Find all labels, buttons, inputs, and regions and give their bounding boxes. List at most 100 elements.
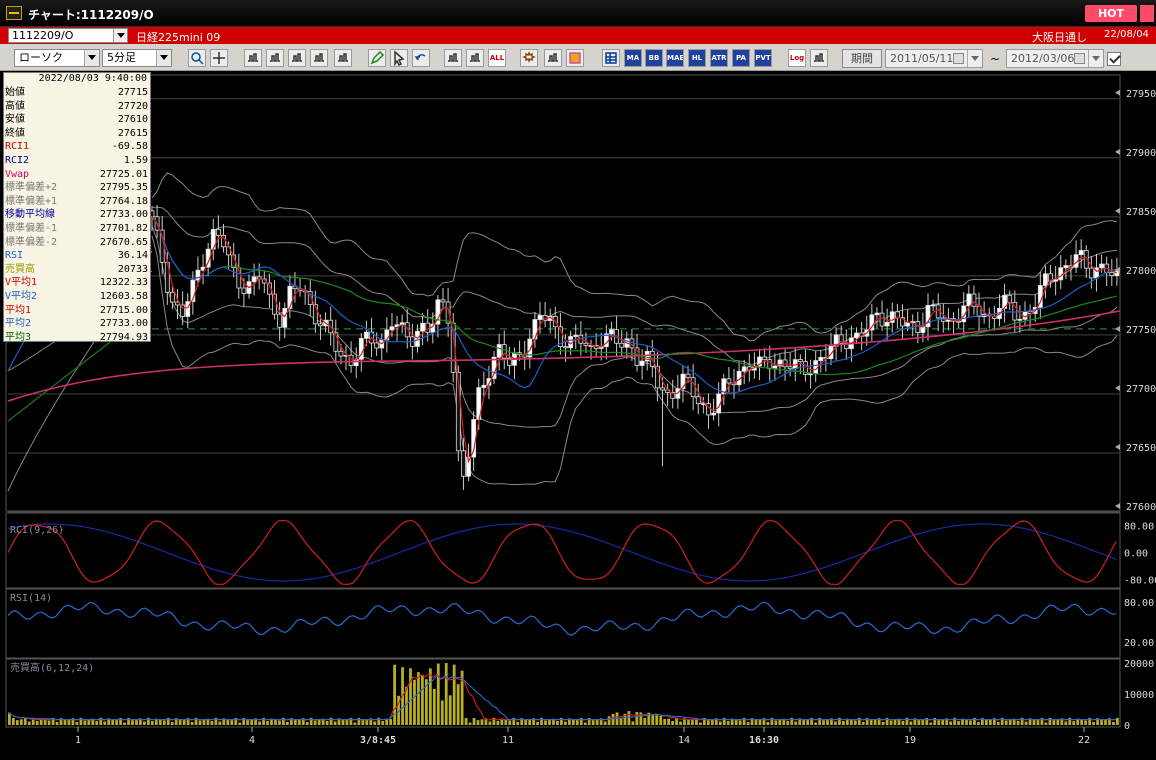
volume-bar: [508, 720, 512, 725]
table-button[interactable]: [602, 49, 620, 67]
hot-button[interactable]: HOT: [1085, 5, 1137, 22]
cursor-button[interactable]: [390, 49, 408, 67]
chevron-down-icon[interactable]: [156, 50, 171, 66]
volume-bar: [246, 720, 250, 725]
volume-bar: [881, 721, 885, 725]
volume-bar: [405, 686, 408, 725]
range-separator: ~: [990, 52, 1001, 66]
volume-bar: [23, 718, 27, 725]
volume-bar: [718, 721, 722, 725]
draw-trend-button[interactable]: [244, 49, 262, 67]
hl-button[interactable]: HL: [688, 49, 706, 67]
volume-bar: [679, 721, 682, 725]
volume-bar: [282, 717, 285, 725]
volume-bar: [39, 718, 43, 725]
volume-bar: [357, 718, 361, 725]
volume-bar: [941, 719, 945, 725]
chart-area[interactable]: 27600 27650 27700 27750 27800 27850 27900 27950…: [0, 71, 1156, 760]
palette-icon: [569, 52, 581, 64]
ma-button[interactable]: MA: [624, 49, 642, 67]
apply-period-checkbox[interactable]: [1107, 52, 1121, 66]
volume-bar: [564, 721, 567, 725]
x-tick-label: 4: [249, 735, 255, 746]
close-button[interactable]: [1140, 5, 1154, 22]
candle-body: [466, 456, 471, 477]
volume-bar: [270, 718, 273, 725]
chart-type-select[interactable]: ローソク: [14, 49, 100, 67]
candle-body: [695, 396, 701, 405]
volume-bar: [158, 718, 162, 725]
candle-body: [461, 450, 466, 477]
log-button[interactable]: Log: [788, 49, 806, 67]
candle-body: [910, 321, 916, 324]
candle-body: [956, 320, 962, 323]
period-button[interactable]: 期間: [842, 49, 882, 68]
volume-bar: [921, 720, 925, 725]
volume-bar: [774, 720, 778, 725]
bar-chart-button[interactable]: [288, 49, 306, 67]
calendar-icon[interactable]: [1074, 53, 1085, 64]
volume-bar: [47, 720, 51, 725]
start-date-value: 2011/05/11: [890, 52, 954, 65]
all-range-button[interactable]: ALL: [488, 49, 506, 67]
end-date-input[interactable]: 2012/03/06: [1006, 49, 1104, 68]
bb-button[interactable]: BB: [645, 49, 663, 67]
volume-bar: [631, 721, 635, 725]
volume-bar: [436, 663, 440, 725]
interval-select[interactable]: 5分足: [102, 49, 172, 67]
pvt-button[interactable]: PVT: [754, 49, 772, 67]
candle-body: [1078, 250, 1084, 256]
volume-bar: [965, 718, 968, 725]
calendar-icon[interactable]: [953, 53, 964, 64]
export-button[interactable]: [810, 49, 828, 67]
candle-body: [215, 229, 221, 236]
info-button[interactable]: [334, 49, 352, 67]
settings-button[interactable]: [520, 49, 538, 67]
volume-bar: [1064, 721, 1068, 725]
chevron-down-icon[interactable]: [1088, 50, 1103, 67]
volume-bar: [869, 719, 873, 725]
chevron-down-icon[interactable]: [967, 50, 982, 67]
volume-bar: [325, 721, 329, 725]
volume-bar: [814, 722, 817, 725]
volume-bar: [790, 717, 794, 725]
tool-button[interactable]: [544, 49, 562, 67]
candle-body: [680, 373, 686, 390]
palette-button[interactable]: [566, 49, 584, 67]
data-row-label: RCI2: [5, 155, 30, 166]
volume-bar: [973, 717, 976, 725]
rci-tick-label: 0.00: [1124, 549, 1148, 560]
tick-marker: [1115, 266, 1120, 273]
volume-bar: [15, 720, 19, 725]
volume-bar: [456, 684, 460, 725]
parabolic-button[interactable]: PA RA: [732, 49, 750, 67]
volume-bar: [1116, 717, 1119, 725]
chevron-down-icon[interactable]: [84, 50, 99, 66]
volume-bar: [834, 721, 837, 725]
chevron-down-icon[interactable]: [113, 29, 127, 42]
start-date-input[interactable]: 2011/05/11: [885, 49, 983, 68]
pan-button[interactable]: [310, 49, 328, 67]
candle-right-icon: [470, 53, 480, 62]
search-chart-button[interactable]: [266, 49, 284, 67]
atr-button[interactable]: ATR: [710, 49, 728, 67]
pencil-button[interactable]: [368, 49, 386, 67]
volume-bar: [174, 718, 178, 725]
crosshair-button[interactable]: [210, 49, 228, 67]
candle-right-button[interactable]: [466, 49, 484, 67]
data-row-label: 標準偏差+2: [5, 182, 58, 194]
volume-bar: [969, 720, 972, 725]
data-row-label: RCI1: [5, 141, 30, 153]
symbol-select[interactable]: 1112209/O: [8, 28, 128, 43]
y-tick-label: 27750: [1126, 325, 1156, 336]
candle-left-button[interactable]: [444, 49, 462, 67]
volume-bar: [1112, 721, 1115, 725]
undo-button[interactable]: [412, 49, 430, 67]
volume-bar: [818, 718, 821, 725]
data-row-value: 20733: [117, 263, 148, 275]
zoom-button[interactable]: [188, 49, 206, 67]
candle-body: [808, 373, 813, 376]
mae-button[interactable]: MAE: [666, 49, 684, 67]
volume-bar: [67, 719, 71, 725]
data-row-value: 27701.82: [99, 223, 148, 234]
